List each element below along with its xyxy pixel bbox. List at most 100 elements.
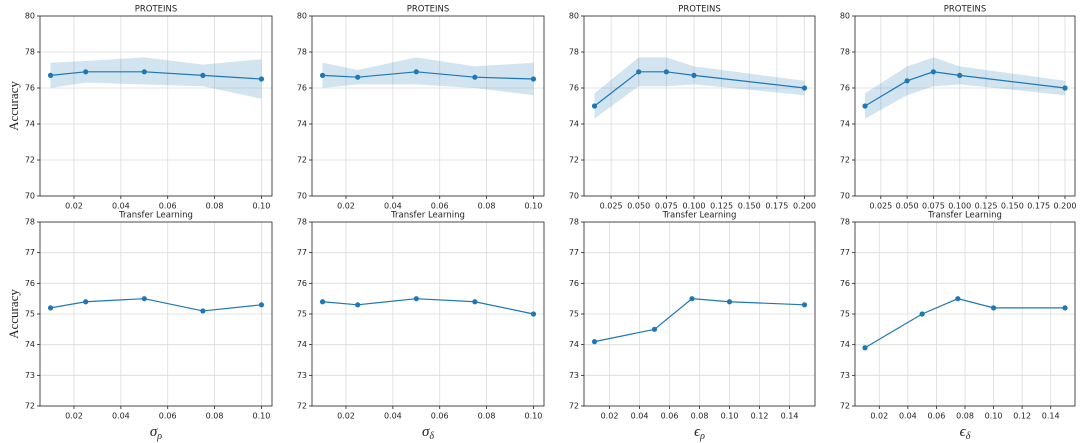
y-tick-label: 76 — [840, 84, 850, 93]
point — [47, 305, 54, 311]
x-axis-label-symbol: σ — [150, 424, 158, 440]
x-tick-label: 0.150 — [1001, 202, 1024, 211]
x-tick-label: 0.075 — [655, 202, 678, 211]
x-tick-label: 0.02 — [337, 412, 355, 421]
point — [319, 72, 326, 78]
y-tick-label: 70 — [25, 192, 35, 201]
y-tick-label: 75 — [840, 310, 850, 319]
chart-title: PROTEINS — [407, 5, 450, 15]
x-axis-label: ϵρ — [694, 424, 705, 442]
x-tick-label: 0.10 — [525, 202, 543, 211]
x-tick-label: 0.200 — [793, 202, 816, 211]
x-tick-label: 0.100 — [683, 202, 706, 211]
line — [322, 298, 534, 315]
point — [862, 345, 868, 351]
y-tick-label: 76 — [297, 84, 307, 93]
x-tick-label: 0.12 — [751, 412, 769, 421]
point — [689, 296, 695, 302]
x-tick-label: 0.12 — [1013, 412, 1031, 421]
y-tick-label: 77 — [25, 248, 35, 257]
point — [258, 76, 265, 82]
x-tick-label: 0.175 — [765, 202, 788, 211]
point — [691, 72, 697, 78]
point — [200, 308, 206, 314]
x-tick-label: 0.06 — [661, 412, 679, 421]
point — [930, 69, 937, 75]
y-tick-label: 76 — [25, 279, 35, 288]
x-axis-label: σρ — [150, 424, 162, 442]
y-tick-label: 75 — [569, 310, 579, 319]
y-tick-label: 80 — [297, 12, 307, 21]
y-tick-label: 76 — [569, 279, 579, 288]
y-tick-label: 72 — [297, 402, 307, 411]
y-axis-label: Accuracy — [6, 81, 21, 131]
x-tick-label: 0.10 — [525, 412, 543, 421]
x-tick-label: 0.04 — [112, 412, 130, 421]
y-tick-label: 76 — [297, 279, 307, 288]
x-axis-label-subscript: δ — [966, 431, 971, 442]
point — [83, 69, 89, 75]
y-tick-label: 74 — [840, 340, 850, 349]
point — [413, 69, 419, 75]
axes-frame — [583, 15, 816, 197]
point — [651, 326, 658, 332]
chart-title: Transfer Learning — [927, 211, 1002, 221]
x-tick-label: 0.14 — [1042, 412, 1060, 421]
y-tick-label: 73 — [840, 371, 850, 380]
y-tick-label: 72 — [840, 402, 850, 411]
y-tick-label: 78 — [569, 48, 579, 57]
x-tick-label: 0.06 — [928, 412, 946, 421]
x-tick-label: 0.050 — [896, 202, 919, 211]
y-tick-label: 76 — [840, 279, 850, 288]
x-tick-label: 0.050 — [627, 202, 650, 211]
x-axis-label-subscript: δ — [429, 431, 434, 442]
point — [258, 302, 265, 308]
x-tick-label: 0.08 — [478, 202, 496, 211]
y-tick-label: 76 — [569, 84, 579, 93]
y-tick-label: 73 — [297, 371, 307, 380]
line — [50, 298, 262, 312]
y-tick-label: 78 — [569, 218, 579, 227]
x-axis-label: ϵδ — [960, 424, 971, 442]
point — [200, 72, 206, 78]
x-tick-label: 0.02 — [870, 412, 888, 421]
point — [1062, 85, 1068, 91]
point — [472, 299, 478, 305]
point — [904, 78, 910, 84]
y-tick-label: 75 — [297, 310, 307, 319]
y-tick-label: 74 — [25, 340, 35, 349]
x-tick-label: 0.150 — [738, 202, 761, 211]
y-tick-label: 72 — [569, 156, 579, 165]
point — [319, 299, 326, 305]
y-tick-label: 70 — [569, 192, 579, 201]
point — [801, 302, 808, 308]
axes-frame — [311, 15, 545, 197]
point — [472, 74, 478, 80]
y-tick-label: 74 — [840, 120, 850, 129]
point — [83, 299, 89, 305]
point — [141, 296, 147, 302]
point — [801, 85, 808, 91]
x-tick-label: 0.08 — [691, 412, 709, 421]
x-tick-label: 0.02 — [337, 202, 355, 211]
chart-title: PROTEINS — [944, 5, 987, 15]
y-tick-label: 74 — [569, 120, 579, 129]
x-axis-label-subscript: ρ — [156, 431, 162, 442]
y-tick-label: 80 — [840, 12, 850, 21]
chart-title: Transfer Learning — [662, 211, 737, 221]
error-band — [594, 57, 805, 119]
x-tick-label: 0.06 — [431, 412, 449, 421]
point — [957, 72, 963, 78]
y-tick-label: 70 — [840, 192, 850, 201]
x-tick-label: 0.08 — [206, 202, 224, 211]
x-tick-label: 0.125 — [975, 202, 998, 211]
y-tick-label: 75 — [25, 310, 35, 319]
y-axis-label: Accuracy — [6, 289, 21, 339]
x-tick-label: 0.10 — [253, 412, 271, 421]
axes-frame — [39, 221, 273, 407]
x-tick-label: 0.04 — [384, 412, 402, 421]
x-tick-label: 0.175 — [1027, 202, 1050, 211]
point — [636, 69, 642, 75]
y-tick-label: 78 — [297, 218, 307, 227]
